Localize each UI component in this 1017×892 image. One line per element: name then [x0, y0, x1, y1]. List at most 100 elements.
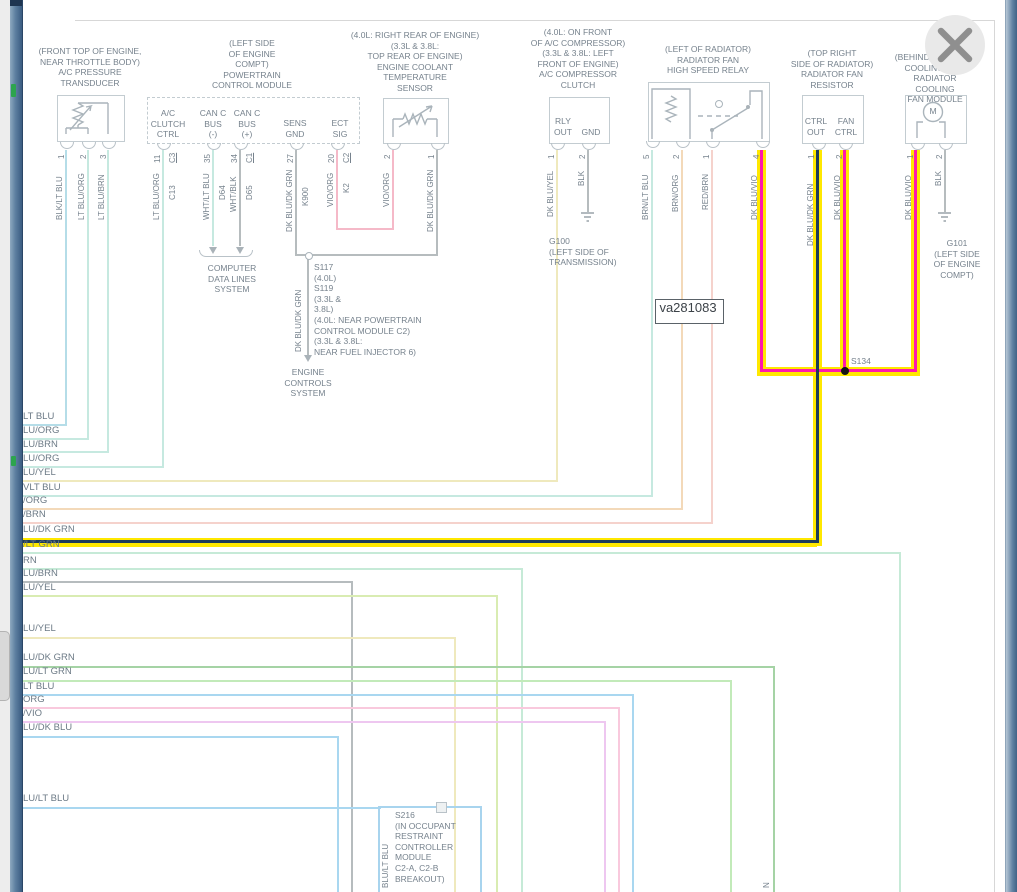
wire — [436, 150, 438, 256]
rotated-wire-label: C13 — [168, 185, 177, 200]
right-scrollbar[interactable] — [1005, 0, 1017, 892]
transducer-box — [57, 95, 125, 142]
wire — [22, 480, 558, 482]
s216-breakout-box — [378, 806, 482, 892]
wire — [22, 581, 353, 583]
side-panel-handle[interactable] — [0, 631, 10, 701]
left-edge-wire-label: ORG — [23, 694, 45, 705]
left-gutter — [0, 0, 10, 892]
wire — [107, 150, 109, 453]
wire — [760, 369, 917, 372]
rotated-wire-label: D64 — [218, 185, 227, 200]
terminal-label: A/C CLUTCH CTRL — [150, 108, 186, 140]
rotated-wire-label: 1 — [57, 154, 66, 159]
left-edge-wire-label: LU/DK GRN — [23, 524, 75, 535]
wire — [22, 637, 456, 639]
wire — [618, 707, 620, 892]
pin-connector-arc — [582, 143, 596, 150]
wire — [496, 595, 498, 892]
rotated-wire-label: DK BLU/DK GRN — [426, 169, 435, 232]
rotated-wire-label: VIO/ORG — [382, 172, 391, 207]
pin-connector-arc — [812, 143, 826, 150]
wire — [760, 150, 763, 371]
page-border-top — [75, 20, 994, 21]
left-edge-wire-label: /VIO — [23, 708, 43, 719]
rotated-wire-label: 2 — [835, 154, 844, 159]
rotated-wire-label: 2 — [578, 154, 587, 159]
rotated-wire-label: 1 — [427, 154, 436, 159]
page-border-right — [994, 20, 995, 892]
pcm-box — [147, 97, 360, 144]
rotated-wire-label: 27 — [286, 154, 295, 163]
ac-clutch-box — [549, 97, 610, 144]
rotated-wire-label: DK BLU/VIO — [904, 175, 913, 220]
wire — [307, 256, 309, 356]
pin-connector-arc — [676, 141, 690, 148]
wire — [162, 150, 164, 468]
splice-s134-dot — [841, 367, 849, 375]
left-edge-wire-label: LU/BRN — [23, 568, 58, 579]
component-header-engine-coolant-temperature-sensor: (4.0L: RIGHT REAR OF ENGINE) (3.3L & 3.8… — [350, 30, 480, 93]
wire — [730, 680, 732, 892]
left-edge-wire-label: LU/YEL — [23, 467, 56, 478]
wire — [899, 552, 901, 892]
wire — [816, 150, 819, 542]
rotated-wire-label: 2 — [672, 154, 681, 159]
pin-connector-arc — [911, 143, 925, 150]
left-edge-wire-label: LU/ORG — [23, 453, 60, 464]
pin-connector-arc — [290, 143, 304, 150]
wire — [22, 552, 901, 554]
wire — [681, 150, 683, 510]
left-scrollbar[interactable] — [10, 0, 23, 892]
note-label: G101 (LEFT SIDE OF ENGINE COMPT) — [933, 238, 981, 280]
wire — [454, 637, 456, 892]
wire — [239, 150, 241, 246]
terminal-label: RLY OUT — [554, 116, 572, 137]
left-edge-wire-label: LT BLU — [23, 411, 55, 422]
note-label: ENGINE CONTROLS SYSTEM — [284, 367, 332, 399]
rotated-wire-label: WHT/LT BLU — [202, 173, 211, 220]
wire — [337, 736, 339, 892]
close-button[interactable] — [925, 15, 985, 75]
pin-connector-arc — [60, 142, 74, 149]
wire — [296, 254, 438, 256]
terminal-label: SENS GND — [283, 118, 307, 139]
scroll-marker — [11, 456, 16, 466]
rotated-wire-label: 5 — [642, 154, 651, 159]
rotated-wire-label: C3 — [168, 152, 177, 163]
wire — [295, 150, 297, 256]
note-label: G100 (LEFT SIDE OF TRANSMISSION) — [549, 236, 617, 268]
pin-connector-arc — [706, 141, 720, 148]
left-edge-wire-label: LU/LT BLU — [23, 793, 70, 804]
wire — [587, 150, 589, 212]
left-edge-wire-label: LU/BRN — [23, 439, 58, 450]
rotated-wire-label: BLK — [577, 170, 586, 186]
rotated-wire-label: 2 — [79, 154, 88, 159]
pin-connector-arc — [234, 143, 248, 150]
wire — [651, 150, 653, 497]
rotated-wire-label: 20 — [327, 154, 336, 163]
terminal-label: CAN C BUS (-) — [199, 108, 227, 140]
left-scrollbar-cap — [10, 0, 22, 6]
wire — [392, 150, 394, 230]
left-edge-wire-label: RN — [23, 555, 37, 566]
rotated-wire-label: RED/BRN — [701, 173, 710, 210]
wire — [22, 495, 653, 497]
wire — [22, 807, 381, 809]
left-edge-wire-label: VLT BLU — [23, 482, 61, 493]
pin-connector-arc — [646, 141, 660, 148]
rotated-wire-label: LT BLU/ORG — [77, 173, 86, 220]
wire — [556, 150, 558, 482]
left-edge-wire-label: LU/ORG — [23, 425, 60, 436]
wire — [521, 568, 523, 892]
component-header-radiator-fan-high-speed-relay: (LEFT OF RADIATOR) RADIATOR FAN HIGH SPE… — [665, 44, 751, 76]
left-edge-wire-label: /ORG — [23, 495, 48, 506]
wire — [22, 424, 67, 426]
rotated-wire-label: 1 — [547, 154, 556, 159]
rotated-wire-label: DK BLU/DK GRN — [806, 183, 815, 246]
left-edge-wire-label: /BRN — [23, 509, 46, 520]
note-label: S117 (4.0L) S119 (3.3L & 3.8L) (4.0L: NE… — [314, 262, 422, 357]
rotated-wire-label: WHT/BLK — [229, 176, 238, 212]
pin-connector-arc — [756, 141, 770, 148]
terminal-label: FAN CTRL — [834, 116, 858, 137]
